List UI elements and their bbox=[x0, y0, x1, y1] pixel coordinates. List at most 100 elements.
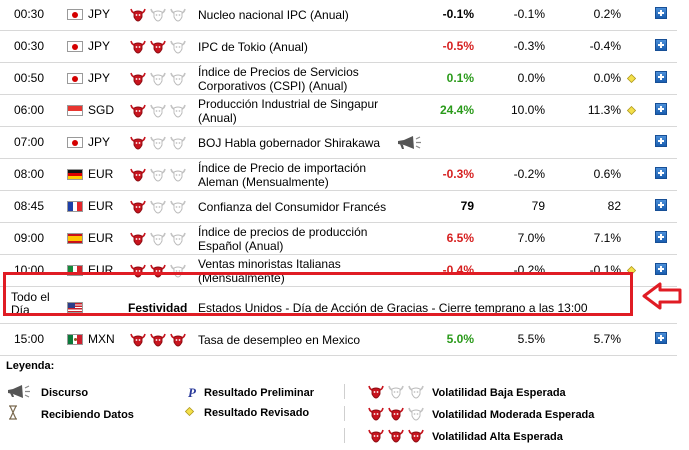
revised-diamond-icon bbox=[627, 106, 636, 115]
calendar-row: 08:00 EUR Índice de Precio de importació… bbox=[0, 159, 677, 191]
event-name[interactable]: Confianza del Consumidor Francés bbox=[198, 199, 387, 214]
event-previous: 0.0% bbox=[593, 71, 621, 85]
event-currency: EUR bbox=[88, 167, 114, 181]
speaker-icon bbox=[398, 136, 421, 149]
event-previous: 7.1% bbox=[593, 231, 621, 245]
expand-plus-icon[interactable] bbox=[655, 7, 667, 19]
event-forecast: 10.0% bbox=[510, 103, 545, 117]
event-time: 00:30 bbox=[14, 39, 45, 53]
volatility-bulls-icon bbox=[130, 135, 188, 150]
holiday-label: Festividad bbox=[128, 301, 188, 315]
event-time: 06:00 bbox=[14, 103, 45, 117]
event-actual: 5.0% bbox=[446, 332, 474, 346]
event-forecast: 79 bbox=[531, 199, 545, 213]
volatility-high-icon bbox=[368, 428, 426, 443]
event-actual: -0.1% bbox=[442, 7, 474, 21]
volatility-bulls-icon bbox=[130, 103, 188, 118]
event-name[interactable]: Índice de Precios de Servicios Corporati… bbox=[198, 64, 359, 93]
event-name[interactable]: Índice de precios de producción Español … bbox=[198, 224, 368, 253]
italy-flag bbox=[67, 265, 83, 276]
expand-plus-icon[interactable] bbox=[655, 71, 667, 83]
left-arrow-icon bbox=[642, 282, 682, 310]
calendar-row: 00:30 JPY IPC de Tokio (Anual) -0.5% -0.… bbox=[0, 31, 677, 63]
event-time: 15:00 bbox=[14, 332, 45, 346]
volatility-bulls-icon bbox=[130, 167, 188, 182]
event-currency: SGD bbox=[88, 103, 115, 117]
usa-flag bbox=[67, 302, 83, 313]
legend-vol-high-label: Volatilidad Alta Esperada bbox=[432, 431, 563, 443]
preliminary-icon: P bbox=[188, 385, 196, 400]
event-forecast: -0.1% bbox=[513, 7, 545, 21]
germany-flag bbox=[67, 169, 83, 180]
legend-divider bbox=[344, 384, 345, 399]
event-previous: 0.2% bbox=[593, 7, 621, 21]
revised-diamond-icon bbox=[185, 407, 194, 416]
event-name[interactable]: Índice de Precio de importación Aleman (… bbox=[198, 160, 367, 189]
japan-flag bbox=[67, 9, 83, 20]
calendar-row: 08:45 EUR Confianza del Consumidor Franc… bbox=[0, 191, 677, 223]
event-previous: -0.4% bbox=[589, 39, 621, 53]
legend-title: Leyenda: bbox=[6, 360, 55, 372]
event-previous: 11.3% bbox=[587, 103, 621, 117]
calendar-row: 00:50 JPY Índice de Precios de Servicios… bbox=[0, 63, 677, 95]
expand-plus-icon[interactable] bbox=[655, 103, 667, 115]
legend-vol-low-label: Volatilidad Baja Esperada bbox=[432, 387, 566, 399]
event-name[interactable]: Nucleo nacional IPC (Anual) bbox=[198, 7, 349, 22]
event-forecast: -0.2% bbox=[513, 167, 545, 181]
event-actual: -0.5% bbox=[442, 39, 474, 53]
event-currency: JPY bbox=[88, 39, 111, 53]
event-time: 00:50 bbox=[14, 71, 45, 85]
event-actual: 79 bbox=[460, 199, 474, 213]
event-time: 09:00 bbox=[14, 231, 45, 245]
spain-flag bbox=[67, 233, 83, 244]
expand-plus-icon[interactable] bbox=[655, 39, 667, 51]
volatility-bulls-icon bbox=[130, 199, 188, 214]
japan-flag bbox=[67, 73, 83, 84]
event-name[interactable]: IPC de Tokio (Anual) bbox=[198, 39, 308, 54]
holiday-highlight-box bbox=[3, 272, 633, 316]
expand-plus-icon[interactable] bbox=[655, 167, 667, 179]
singapore-flag bbox=[67, 105, 83, 116]
legend-vol-mid-label: Volatilidad Moderada Esperada bbox=[432, 409, 595, 421]
event-previous: 0.6% bbox=[593, 167, 621, 181]
event-currency: JPY bbox=[88, 7, 111, 21]
volatility-bulls-icon bbox=[130, 71, 188, 86]
expand-plus-icon[interactable] bbox=[655, 332, 667, 344]
event-actual: -0.3% bbox=[442, 167, 474, 181]
event-forecast: 7.0% bbox=[517, 231, 545, 245]
mexico-flag bbox=[67, 334, 83, 345]
event-name[interactable]: Producción Industrial de Singapur (Anual… bbox=[198, 96, 379, 125]
event-currency: MXN bbox=[88, 332, 115, 346]
event-previous: 5.7% bbox=[593, 332, 621, 346]
expand-plus-icon[interactable] bbox=[655, 199, 667, 211]
event-name[interactable]: BOJ Habla gobernador Shirakawa bbox=[198, 135, 381, 150]
calendar-row: 00:30 JPY Nucleo nacional IPC (Anual) -0… bbox=[0, 0, 677, 31]
event-currency: JPY bbox=[88, 71, 111, 85]
volatility-bulls-icon bbox=[130, 7, 188, 22]
calendar-row: 07:00 JPY BOJ Habla gobernador Shirakawa bbox=[0, 127, 677, 159]
calendar-row: 15:00 MXN Tasa de desempleo en Mexico 5.… bbox=[0, 324, 677, 356]
speaker-icon bbox=[8, 385, 30, 398]
event-actual: 0.1% bbox=[446, 71, 474, 85]
volatility-moderate-icon bbox=[368, 406, 426, 421]
legend-revised-label: Resultado Revisado bbox=[204, 407, 310, 419]
expand-plus-icon[interactable] bbox=[655, 135, 667, 147]
event-time: 00:30 bbox=[14, 7, 45, 21]
volatility-bulls-icon bbox=[130, 231, 188, 246]
legend-preliminary-label: Resultado Preliminar bbox=[204, 387, 315, 399]
volatility-bulls-icon bbox=[130, 332, 188, 347]
event-time: 08:00 bbox=[14, 167, 45, 181]
event-currency: EUR bbox=[88, 231, 114, 245]
expand-plus-icon[interactable] bbox=[655, 231, 667, 243]
volatility-bulls-icon bbox=[130, 39, 188, 54]
event-name[interactable]: Tasa de desempleo en Mexico bbox=[198, 332, 361, 347]
event-actual: 24.4% bbox=[439, 103, 474, 117]
event-previous: 82 bbox=[607, 199, 621, 213]
event-forecast: -0.3% bbox=[513, 39, 545, 53]
event-actual: 6.5% bbox=[446, 231, 474, 245]
holiday-event-name[interactable]: Estados Unidos - Día de Acción de Gracia… bbox=[198, 301, 588, 315]
volatility-low-icon bbox=[368, 384, 426, 399]
event-currency: EUR bbox=[88, 199, 114, 213]
expand-plus-icon[interactable] bbox=[655, 263, 667, 275]
hourglass-icon bbox=[9, 405, 17, 420]
